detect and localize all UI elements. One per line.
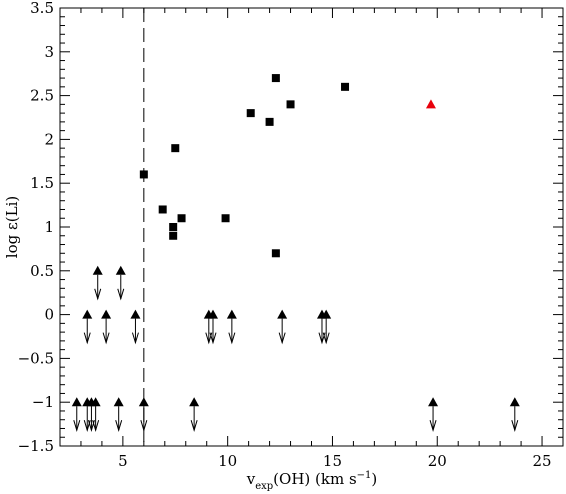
upper-limit-marker bbox=[428, 397, 439, 432]
upper-limit-marker bbox=[277, 309, 288, 345]
y-tick-label: 3 bbox=[44, 43, 54, 61]
triangle-marker bbox=[189, 397, 200, 407]
upper-limit-marker bbox=[189, 397, 200, 432]
upper-limit-marker bbox=[101, 309, 112, 345]
plot-frame bbox=[59, 7, 564, 447]
square-marker bbox=[171, 144, 180, 153]
upper-limit-marker bbox=[115, 265, 126, 301]
x-tick-label: 5 bbox=[118, 452, 128, 470]
square-marker bbox=[341, 82, 350, 91]
y-tick-label: 2 bbox=[44, 130, 54, 148]
y-tick-label: −1.5 bbox=[18, 437, 54, 455]
triangle-marker bbox=[277, 309, 288, 319]
square-marker bbox=[265, 117, 274, 126]
upper-limit-marker bbox=[71, 397, 82, 432]
y-axis-title: log ε(Li) bbox=[3, 196, 21, 258]
limit-arrow-head bbox=[131, 332, 139, 345]
triangle-marker bbox=[82, 309, 93, 319]
limit-arrow-head bbox=[83, 332, 91, 345]
upper-limit-marker bbox=[113, 397, 124, 432]
square-marker bbox=[158, 205, 167, 214]
upper-limit-marker bbox=[207, 309, 218, 345]
limit-arrow-head bbox=[117, 288, 125, 301]
y-tick-label: 2.5 bbox=[30, 87, 54, 105]
limit-arrow-head bbox=[209, 332, 217, 345]
square-marker bbox=[271, 74, 280, 83]
limit-arrow-head bbox=[511, 420, 519, 432]
limit-arrow-head bbox=[429, 420, 437, 432]
limit-arrow-head bbox=[140, 420, 148, 432]
square-marker bbox=[139, 170, 148, 179]
triangle-marker bbox=[321, 309, 332, 319]
y-tick-label: 3.5 bbox=[30, 0, 54, 17]
triangle-marker bbox=[101, 309, 112, 319]
triangle-marker bbox=[71, 397, 82, 407]
upper-limit-marker bbox=[321, 309, 332, 345]
upper-limit-marker bbox=[509, 397, 520, 432]
triangle-marker bbox=[115, 265, 126, 275]
triangle-marker bbox=[207, 309, 218, 319]
triangle-marker bbox=[130, 309, 141, 319]
y-tick-label: 0.5 bbox=[30, 262, 54, 280]
limit-arrow-head bbox=[322, 332, 330, 345]
limit-arrow-head bbox=[73, 420, 81, 432]
triangle-marker bbox=[138, 397, 149, 407]
axis-ticks bbox=[60, 7, 564, 447]
triangle-marker bbox=[92, 265, 103, 275]
square-marker bbox=[286, 100, 295, 109]
y-tick-label: 0 bbox=[44, 306, 54, 324]
upper-limit-marker bbox=[138, 397, 149, 432]
square-marker bbox=[271, 249, 280, 258]
y-tick-label: −0.5 bbox=[18, 349, 54, 367]
limit-arrow-head bbox=[92, 420, 100, 432]
x-tick-label: 20 bbox=[428, 452, 447, 470]
upper-limit-marker bbox=[226, 309, 237, 345]
x-tick-label: 15 bbox=[323, 452, 342, 470]
limit-arrow-head bbox=[94, 288, 102, 301]
upper-limit-marker bbox=[90, 397, 101, 432]
y-tick-label: 1 bbox=[44, 218, 54, 236]
square-marker bbox=[177, 214, 186, 223]
triangle-marker bbox=[90, 397, 101, 407]
x-tick-label: 10 bbox=[218, 452, 237, 470]
upper-limit-marker bbox=[130, 309, 141, 345]
axis-tick-labels: 5 10 15 20 25 −1.5 −1 −0.5 0 0.5 1 1.5 2 2.5 3 3.5 bbox=[18, 0, 552, 470]
red-triangle-marker bbox=[425, 99, 436, 109]
limit-arrow-head bbox=[102, 332, 110, 345]
triangle-marker bbox=[113, 397, 124, 407]
x-tick-label: 25 bbox=[532, 452, 551, 470]
square-marker bbox=[169, 223, 178, 231]
x-axis-title: vexp(OH) (km s−1) bbox=[246, 470, 378, 492]
limit-arrow-head bbox=[115, 420, 123, 432]
square-marker bbox=[169, 231, 178, 240]
square-marker bbox=[221, 214, 230, 223]
y-tick-label: 1.5 bbox=[30, 174, 54, 192]
upper-limit-marker bbox=[92, 265, 103, 301]
triangle-marker bbox=[226, 309, 237, 319]
y-tick-label: −1 bbox=[32, 393, 54, 411]
data-points bbox=[71, 74, 520, 432]
limit-arrow-head bbox=[228, 332, 236, 345]
limit-arrow-head bbox=[190, 420, 198, 432]
upper-limit-marker bbox=[82, 309, 93, 345]
limit-arrow-head bbox=[278, 332, 286, 345]
triangle-marker bbox=[428, 397, 439, 407]
square-marker bbox=[246, 109, 255, 118]
triangle-marker bbox=[509, 397, 520, 407]
